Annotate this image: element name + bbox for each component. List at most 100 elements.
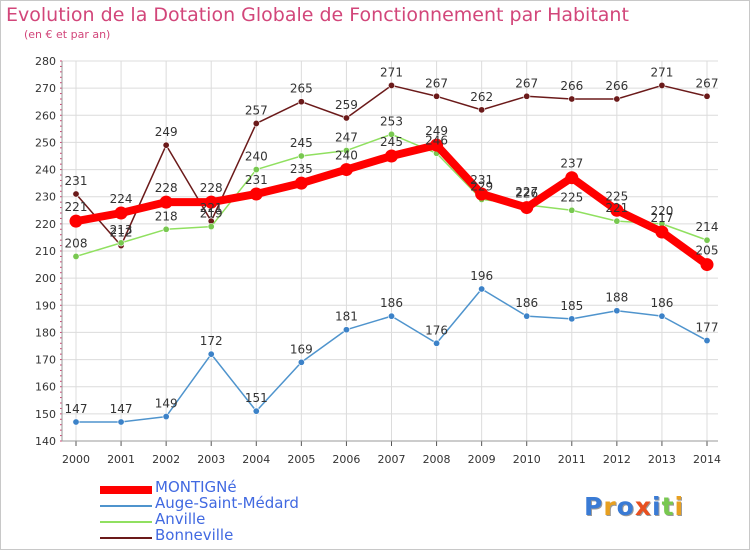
data-point — [162, 141, 170, 149]
x-tick-label: 2008 — [423, 453, 451, 466]
data-point — [294, 176, 308, 190]
data-point — [72, 252, 80, 260]
data-point — [162, 225, 170, 233]
data-label: 217 — [650, 211, 673, 225]
data-label: 181 — [335, 310, 358, 324]
y-tick-label: 260 — [35, 109, 56, 122]
data-label: 227 — [515, 185, 538, 199]
x-tick-label: 2012 — [603, 453, 631, 466]
data-label: 228 — [200, 181, 223, 195]
legend-label-anville: Anville — [155, 510, 206, 528]
x-tick-label: 2013 — [648, 453, 676, 466]
data-label: 225 — [605, 189, 628, 203]
data-label: 231 — [470, 173, 493, 187]
y-tick-label: 240 — [35, 164, 56, 177]
data-point — [207, 350, 215, 358]
data-label: 267 — [696, 76, 719, 90]
data-label: 231 — [65, 174, 88, 188]
legend-label-bonneville: Bonneville — [155, 526, 234, 544]
data-label: 212 — [110, 226, 133, 240]
data-point — [613, 95, 621, 103]
data-label: 225 — [560, 190, 583, 204]
y-tick-labels: 140 150 160 170 180 190 200 210 220 230 240 250 260 2… — [35, 55, 56, 448]
data-label: 271 — [380, 65, 403, 79]
data-label: 247 — [335, 131, 358, 145]
data-point — [658, 81, 666, 89]
y-tick-label: 140 — [35, 435, 56, 448]
y-tick-label: 150 — [35, 408, 56, 421]
data-label: 228 — [155, 181, 178, 195]
data-label: 214 — [696, 220, 719, 234]
y-tick-label: 280 — [35, 55, 56, 68]
data-point — [703, 236, 711, 244]
data-point — [387, 81, 395, 89]
data-point — [204, 195, 218, 209]
y-tick-label: 190 — [35, 299, 56, 312]
data-label: 226 — [515, 187, 538, 201]
data-point — [117, 418, 125, 426]
data-point — [523, 92, 531, 100]
data-point — [69, 214, 83, 228]
x-tick-label: 2011 — [558, 453, 586, 466]
data-label: 196 — [470, 269, 493, 283]
data-point — [252, 166, 260, 174]
data-label: 265 — [290, 82, 313, 96]
y-tick-label: 170 — [35, 354, 56, 367]
data-label: 149 — [155, 397, 178, 411]
data-label: 172 — [200, 334, 223, 348]
y-tick-label: 160 — [35, 381, 56, 394]
data-point — [72, 418, 80, 426]
data-label: 262 — [470, 90, 493, 104]
data-point — [252, 119, 260, 127]
data-point — [700, 258, 714, 272]
data-point — [523, 312, 531, 320]
data-point — [159, 195, 173, 209]
data-label: 249 — [155, 125, 178, 139]
x-tick-label: 2014 — [693, 453, 721, 466]
data-label: 224 — [110, 192, 133, 206]
legend-swatch-auge — [100, 505, 152, 507]
data-label: 246 — [425, 133, 448, 147]
data-point — [339, 163, 353, 177]
data-label: 253 — [380, 114, 403, 128]
grid-lines — [62, 60, 718, 442]
data-point — [703, 337, 711, 345]
data-label: 221 — [200, 201, 223, 215]
series-lines — [69, 81, 714, 426]
data-point — [475, 187, 489, 201]
data-label: 271 — [650, 65, 673, 79]
data-label: 267 — [425, 76, 448, 90]
data-label: 213 — [110, 223, 133, 237]
data-point — [478, 106, 486, 114]
y-tick-label: 180 — [35, 326, 56, 339]
data-label: 245 — [290, 136, 313, 150]
data-label: 249 — [425, 124, 448, 138]
y-tick-label: 250 — [35, 136, 56, 149]
data-point — [297, 98, 305, 106]
data-point — [658, 312, 666, 320]
data-point — [387, 312, 395, 320]
data-label: 221 — [65, 200, 88, 214]
data-point — [249, 187, 263, 201]
data-label: 267 — [515, 76, 538, 90]
data-point — [72, 190, 80, 198]
data-label: 188 — [605, 291, 628, 305]
y-tick-label: 230 — [35, 191, 56, 204]
data-point — [433, 92, 441, 100]
data-label: 186 — [650, 296, 673, 310]
line-chart: 140 150 160 170 180 190 200 210 220 230 240 250 260 2… — [35, 55, 721, 466]
proxiti-logo: Proxiti — [584, 492, 685, 521]
data-point — [117, 239, 125, 247]
data-label: 221 — [605, 201, 628, 215]
data-label: 186 — [515, 296, 538, 310]
x-tick-label: 2000 — [62, 453, 90, 466]
data-label: 235 — [290, 162, 313, 176]
legend-label-montigne: MONTIGNé — [155, 478, 237, 496]
data-label: 240 — [335, 149, 358, 163]
data-point — [613, 307, 621, 315]
data-point — [385, 149, 398, 163]
data-point — [342, 326, 350, 334]
data-label: 237 — [560, 157, 583, 171]
y-tick-label: 210 — [35, 245, 56, 258]
data-point — [342, 147, 350, 155]
